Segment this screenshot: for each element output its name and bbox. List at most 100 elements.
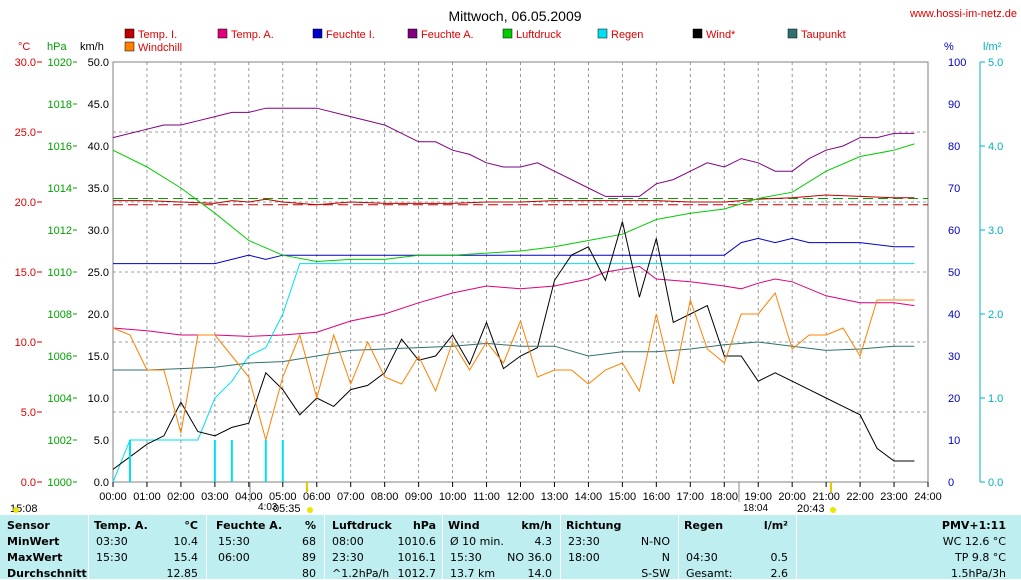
time-tick: 03:00 <box>201 491 229 503</box>
legend-label: Luftdruck <box>516 29 562 41</box>
axis-units: °C hPa km/h% l/m² <box>18 41 1002 53</box>
time-tick: 16:00 <box>643 491 671 503</box>
series-lines <box>112 107 928 483</box>
time-tick: 10:00 <box>439 491 467 503</box>
wind-header: Wind <box>448 519 480 532</box>
pressure-tick: 1004 <box>48 393 72 405</box>
temp-tick: 5.0 <box>21 407 36 419</box>
rain-axis-unit: l/m² <box>983 41 1002 53</box>
legend-swatch <box>312 28 323 39</box>
sunrise-dot <box>307 507 313 513</box>
series-wind <box>112 221 915 470</box>
rain-value: 2.6 <box>770 567 789 580</box>
grid <box>113 62 928 482</box>
series-luftdruck <box>112 143 915 263</box>
time-tick: 19:00 <box>744 491 772 503</box>
stats-table: Sensor MinWert MaxWert Durchschnitt Temp. A.… <box>0 515 1021 580</box>
wind-tick: 35.0 <box>88 183 109 195</box>
table-separator <box>88 515 89 579</box>
temp-tick: 20.0 <box>15 197 36 209</box>
legend-label: Regen <box>611 29 643 41</box>
rain-tick: 4.0 <box>988 141 1003 153</box>
row-label: MaxWert <box>7 551 63 564</box>
table-separator <box>678 515 679 579</box>
humidity-tick: 20 <box>948 393 960 405</box>
wind-tick: 0.0 <box>94 477 109 489</box>
table-separator <box>206 515 207 579</box>
humidity-tick: 80 <box>948 141 960 153</box>
humidity-tick: 10 <box>948 435 960 447</box>
legend-label: Wind* <box>706 29 736 41</box>
sun-dot <box>13 507 19 513</box>
press-value: 1016.1 <box>397 551 437 564</box>
series-regen <box>112 263 915 483</box>
press-header: Luftdruck <box>332 519 392 532</box>
wind-tick: 30.0 <box>88 225 109 237</box>
pmv-value: WC 12.6 °C <box>942 535 1006 548</box>
chart-title: Mittwoch, 06.05.2009 <box>448 8 581 24</box>
wind-tick: 15.0 <box>88 351 109 363</box>
wind-tick: 25.0 <box>88 267 109 279</box>
time-tick: 24:00 <box>914 491 942 503</box>
rain-time: 04:30 <box>686 551 718 564</box>
legend-label: Temp. A. <box>231 29 274 41</box>
temp-value: 10.4 <box>173 535 199 548</box>
hum-time: 15:30 <box>218 535 250 548</box>
pressure-tick: 1008 <box>48 309 72 321</box>
humidity-tick: 40 <box>948 309 960 321</box>
legend-label: Feuchte I. <box>326 29 375 41</box>
rain-tick: 2.0 <box>988 309 1003 321</box>
series-taupunkt <box>113 341 915 371</box>
series-temp-i <box>113 194 915 206</box>
pressure-tick: 1000 <box>48 477 72 489</box>
weather-chart: Mittwoch, 06.05.2009 www.hossi-im-netz.d… <box>10 8 1017 515</box>
dir-value: N <box>661 551 670 564</box>
press-value: 1012.7 <box>397 567 437 580</box>
series-feuchte-a <box>112 107 915 197</box>
temp-tick: 10.0 <box>15 337 36 349</box>
hum-unit: % <box>304 519 316 532</box>
row-label: Durchschnitt <box>7 567 87 580</box>
temp-axis-unit: °C <box>18 41 30 53</box>
wind-value: 4.3 <box>534 535 553 548</box>
humidity-axis-unit: % <box>944 41 954 53</box>
time-tick: 01:00 <box>133 491 161 503</box>
temp-tick: 30.0 <box>15 57 36 69</box>
axis-ticks: 30.025.020.015.010.05.00.010201018101610… <box>15 57 1004 503</box>
pressure-axis-unit: hPa <box>47 41 67 53</box>
rain-tick: 5.0 <box>988 57 1003 69</box>
pressure-tick: 1002 <box>48 435 72 447</box>
series-feuchte-i <box>113 237 915 265</box>
hum-time: 06:00 <box>218 551 250 564</box>
time-tick: 06:00 <box>303 491 331 503</box>
hum-header: Feuchte A. <box>216 519 283 532</box>
time-tick: 05:00 <box>269 491 297 503</box>
legend: Temp. I. Temp. A. Feuchte I. Feuchte A. Luft… <box>124 28 846 54</box>
temp-value: 15.4 <box>173 551 199 564</box>
legend-label: Windchill <box>138 42 182 54</box>
rain-unit: l/m² <box>763 519 788 532</box>
wind-tick: 5.0 <box>94 435 109 447</box>
wind-tick: 50.0 <box>88 57 109 69</box>
pressure-tick: 1016 <box>48 141 72 153</box>
legend-swatch <box>407 28 418 39</box>
time-tick: 08:00 <box>371 491 399 503</box>
wind-time: 13.7 km <box>450 567 496 580</box>
press-time: ^1.2hPa/h <box>332 567 390 580</box>
dir-time: 23:30 <box>568 535 600 548</box>
humidity-tick: 0 <box>948 477 954 489</box>
table-separator <box>796 515 797 579</box>
site-link[interactable]: www.hossi-im-netz.de <box>909 8 1017 20</box>
legend-swatch <box>502 28 513 39</box>
row-label: MinWert <box>7 535 60 548</box>
pressure-tick: 1012 <box>48 225 72 237</box>
hum-value: 80 <box>302 567 316 580</box>
legend-swatch <box>124 41 135 52</box>
temp-unit: °C <box>184 519 198 532</box>
time-tick: 23:00 <box>880 491 908 503</box>
rain-tick: 1.0 <box>988 393 1003 405</box>
mark1-label: 18:04 <box>743 503 768 514</box>
temp-time: 03:30 <box>96 535 128 548</box>
temp-tick: 0.0 <box>21 477 36 489</box>
